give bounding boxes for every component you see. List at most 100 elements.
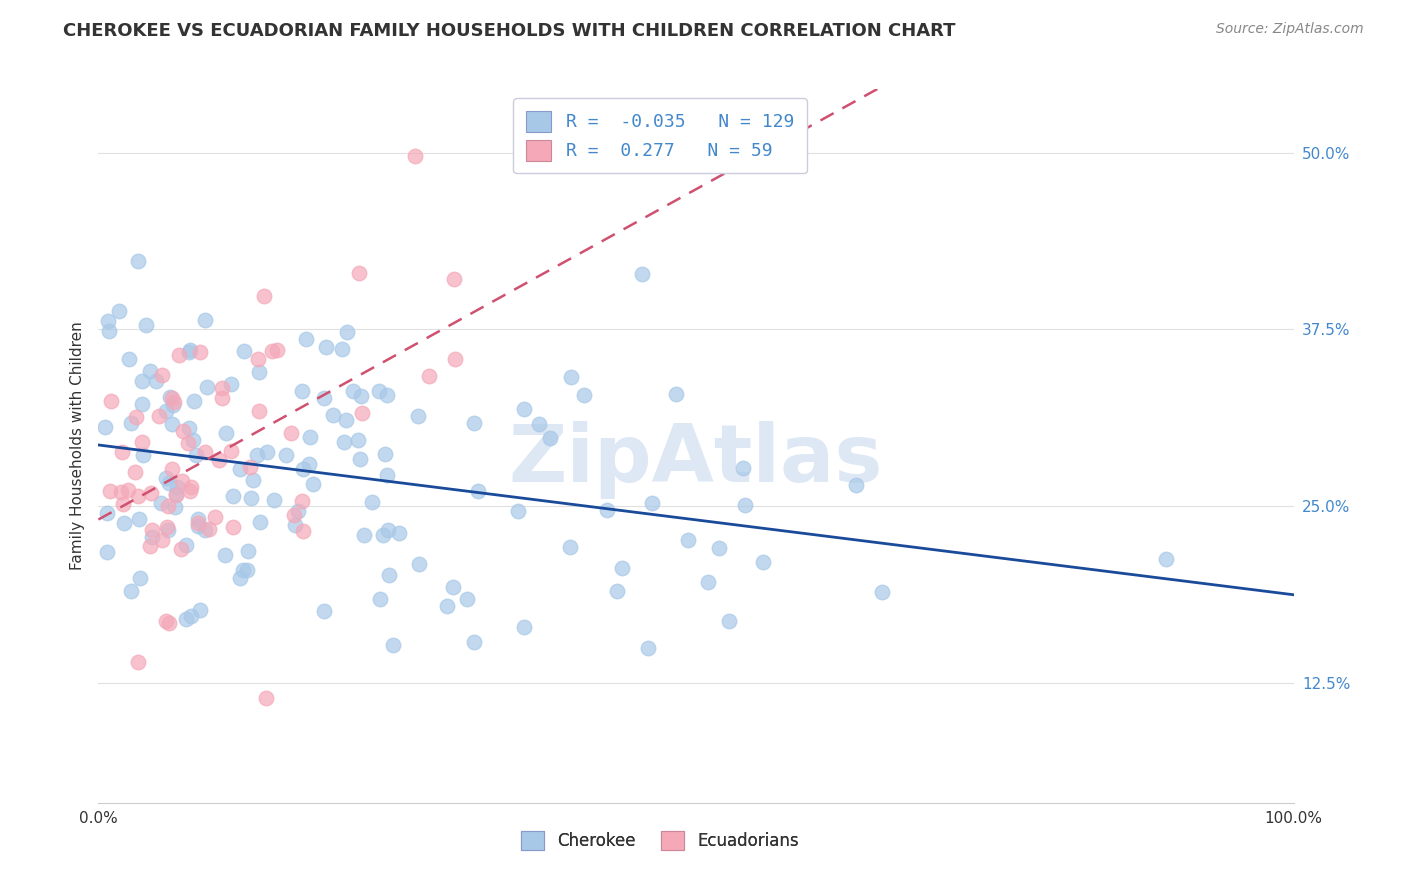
Point bbox=[605, 584, 627, 599]
Point bbox=[172, 424, 194, 438]
Point bbox=[752, 555, 775, 569]
Point bbox=[322, 409, 344, 423]
Point bbox=[374, 447, 396, 461]
Point bbox=[197, 522, 219, 536]
Point bbox=[291, 494, 314, 508]
Point bbox=[160, 392, 183, 406]
Point bbox=[368, 384, 391, 399]
Point bbox=[335, 413, 357, 427]
Point bbox=[388, 525, 411, 540]
Point bbox=[167, 348, 190, 362]
Point bbox=[302, 476, 325, 491]
Point bbox=[179, 483, 201, 498]
Point bbox=[353, 528, 375, 542]
Point bbox=[247, 404, 270, 418]
Point bbox=[361, 494, 384, 508]
Point bbox=[96, 506, 118, 520]
Point bbox=[242, 474, 264, 488]
Point bbox=[295, 333, 318, 347]
Point bbox=[291, 384, 314, 399]
Point bbox=[336, 325, 359, 339]
Point bbox=[117, 483, 139, 497]
Point bbox=[194, 444, 217, 458]
Point bbox=[131, 397, 153, 411]
Point bbox=[247, 365, 270, 379]
Point bbox=[239, 459, 262, 474]
Point bbox=[219, 443, 242, 458]
Point bbox=[229, 461, 252, 475]
Point bbox=[138, 540, 160, 554]
Point bbox=[97, 314, 120, 328]
Point bbox=[156, 500, 179, 514]
Point bbox=[110, 484, 132, 499]
Point bbox=[155, 404, 177, 418]
Point bbox=[350, 406, 373, 420]
Point bbox=[463, 635, 485, 649]
Point bbox=[274, 448, 297, 462]
Point bbox=[195, 380, 218, 394]
Point bbox=[150, 368, 173, 382]
Point bbox=[170, 541, 193, 556]
Point bbox=[145, 374, 167, 388]
Point bbox=[128, 512, 150, 526]
Point bbox=[456, 592, 478, 607]
Point bbox=[283, 518, 305, 533]
Point bbox=[165, 486, 187, 500]
Point bbox=[222, 489, 245, 503]
Point bbox=[163, 500, 186, 514]
Point bbox=[444, 351, 467, 366]
Point bbox=[166, 480, 188, 494]
Point bbox=[266, 343, 288, 358]
Point bbox=[219, 376, 242, 391]
Point bbox=[188, 344, 211, 359]
Point bbox=[157, 523, 180, 537]
Point bbox=[155, 470, 177, 484]
Point bbox=[204, 509, 226, 524]
Point bbox=[157, 616, 180, 631]
Point bbox=[194, 313, 217, 327]
Point bbox=[159, 390, 181, 404]
Point bbox=[93, 420, 115, 434]
Point bbox=[697, 575, 720, 590]
Point bbox=[377, 523, 399, 537]
Point bbox=[211, 391, 233, 405]
Point bbox=[138, 364, 160, 378]
Point bbox=[298, 457, 321, 471]
Point bbox=[179, 345, 201, 359]
Point bbox=[378, 568, 401, 582]
Point bbox=[120, 417, 142, 431]
Legend: Cherokee, Ecuadorians: Cherokee, Ecuadorians bbox=[513, 822, 807, 859]
Point bbox=[382, 638, 405, 652]
Point bbox=[314, 391, 336, 405]
Point bbox=[845, 477, 868, 491]
Point bbox=[232, 562, 254, 576]
Point bbox=[254, 690, 277, 705]
Text: CHEROKEE VS ECUADORIAN FAMILY HOUSEHOLDS WITH CHILDREN CORRELATION CHART: CHEROKEE VS ECUADORIAN FAMILY HOUSEHOLDS… bbox=[63, 22, 956, 40]
Point bbox=[408, 557, 430, 571]
Point bbox=[162, 399, 184, 413]
Point bbox=[211, 381, 233, 395]
Point bbox=[404, 149, 426, 163]
Point bbox=[177, 421, 200, 435]
Point bbox=[179, 343, 201, 358]
Point bbox=[314, 604, 336, 618]
Point bbox=[513, 620, 536, 634]
Point bbox=[260, 344, 283, 359]
Point bbox=[406, 409, 429, 423]
Point bbox=[157, 476, 180, 491]
Point bbox=[127, 254, 149, 268]
Point bbox=[283, 508, 305, 522]
Point bbox=[287, 504, 309, 518]
Point bbox=[165, 488, 187, 502]
Point bbox=[229, 571, 252, 585]
Point bbox=[263, 493, 285, 508]
Point bbox=[347, 266, 370, 280]
Point bbox=[232, 344, 254, 359]
Point bbox=[150, 533, 173, 548]
Point bbox=[596, 503, 619, 517]
Point bbox=[441, 580, 464, 594]
Point bbox=[637, 640, 659, 655]
Point bbox=[177, 435, 200, 450]
Point bbox=[96, 545, 118, 559]
Point bbox=[436, 599, 458, 613]
